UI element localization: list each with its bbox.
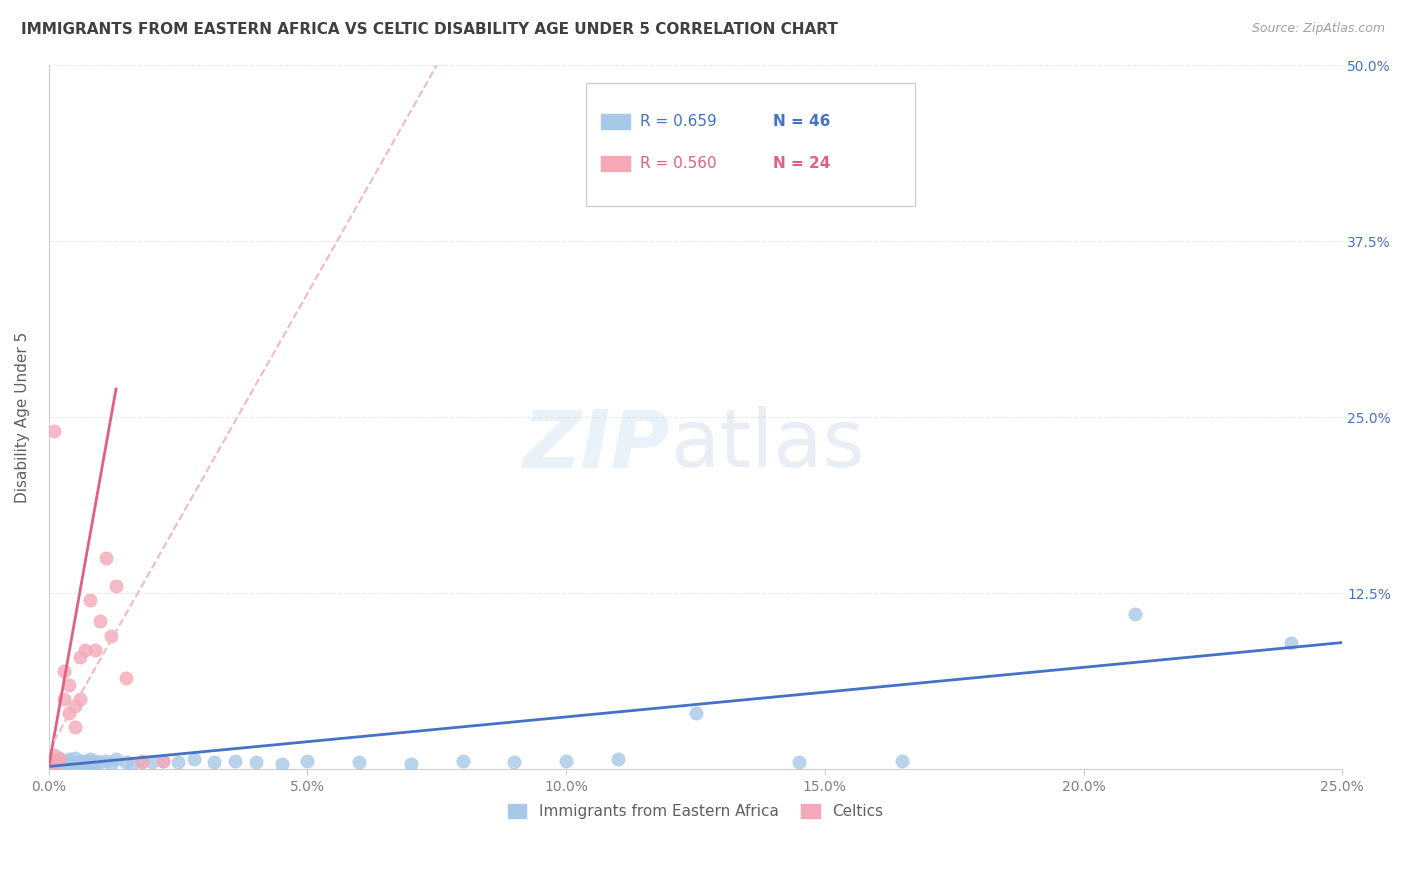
Point bbox=[48, 756, 70, 770]
Point bbox=[63, 756, 86, 770]
Point bbox=[69, 756, 91, 771]
Point bbox=[555, 754, 578, 768]
Point bbox=[53, 664, 76, 678]
FancyBboxPatch shape bbox=[602, 113, 630, 129]
Point bbox=[69, 649, 91, 664]
Point bbox=[58, 756, 80, 771]
Point bbox=[69, 692, 91, 706]
Point bbox=[79, 752, 101, 766]
Text: R = 0.659: R = 0.659 bbox=[640, 114, 717, 129]
Point bbox=[53, 692, 76, 706]
Point bbox=[48, 752, 70, 766]
FancyBboxPatch shape bbox=[585, 83, 915, 206]
Point bbox=[53, 754, 76, 768]
Text: atlas: atlas bbox=[669, 407, 865, 484]
FancyBboxPatch shape bbox=[602, 156, 630, 171]
Point bbox=[1123, 607, 1146, 622]
Point bbox=[131, 754, 153, 768]
Point bbox=[115, 671, 138, 685]
Point bbox=[42, 754, 65, 768]
Point bbox=[63, 698, 86, 713]
Point bbox=[73, 754, 96, 768]
Point bbox=[84, 754, 107, 768]
Point bbox=[787, 756, 810, 770]
Point bbox=[685, 706, 707, 720]
Point bbox=[152, 754, 174, 768]
Point bbox=[84, 642, 107, 657]
Point bbox=[399, 756, 422, 771]
Point bbox=[202, 756, 225, 770]
Point bbox=[79, 756, 101, 770]
Point bbox=[270, 756, 292, 771]
Point bbox=[121, 756, 143, 771]
Point bbox=[503, 756, 526, 770]
Point bbox=[152, 754, 174, 768]
Point bbox=[183, 752, 205, 766]
Point bbox=[606, 752, 628, 766]
Point bbox=[53, 756, 76, 771]
Point bbox=[105, 752, 128, 766]
Point bbox=[94, 551, 117, 566]
Point bbox=[73, 642, 96, 657]
Point bbox=[105, 579, 128, 593]
Y-axis label: Disability Age Under 5: Disability Age Under 5 bbox=[15, 332, 30, 503]
Point bbox=[131, 756, 153, 770]
Point bbox=[63, 720, 86, 734]
Text: ZIP: ZIP bbox=[522, 407, 669, 484]
Text: N = 24: N = 24 bbox=[773, 156, 831, 171]
Point bbox=[94, 754, 117, 768]
Point bbox=[42, 754, 65, 768]
Point bbox=[79, 593, 101, 607]
Legend: Immigrants from Eastern Africa, Celtics: Immigrants from Eastern Africa, Celtics bbox=[502, 797, 889, 825]
Text: N = 46: N = 46 bbox=[773, 114, 831, 129]
Point bbox=[100, 628, 122, 642]
Point bbox=[167, 756, 190, 770]
Point bbox=[58, 678, 80, 692]
Point bbox=[58, 756, 80, 770]
Point bbox=[42, 748, 65, 763]
Point bbox=[48, 751, 70, 765]
Point bbox=[58, 752, 80, 766]
Point bbox=[84, 756, 107, 771]
Point bbox=[451, 754, 474, 768]
Point bbox=[89, 756, 111, 770]
Point bbox=[42, 425, 65, 439]
Point bbox=[89, 615, 111, 629]
Point bbox=[297, 754, 319, 768]
Point bbox=[48, 754, 70, 768]
Point bbox=[347, 756, 370, 770]
Point bbox=[245, 756, 267, 770]
Point bbox=[42, 756, 65, 771]
Point bbox=[141, 756, 163, 770]
Point bbox=[891, 754, 914, 768]
Point bbox=[1279, 635, 1302, 649]
Point bbox=[100, 756, 122, 771]
Point bbox=[69, 754, 91, 768]
Point bbox=[63, 751, 86, 765]
Point bbox=[58, 706, 80, 720]
Point bbox=[224, 754, 246, 768]
Text: IMMIGRANTS FROM EASTERN AFRICA VS CELTIC DISABILITY AGE UNDER 5 CORRELATION CHAR: IMMIGRANTS FROM EASTERN AFRICA VS CELTIC… bbox=[21, 22, 838, 37]
Text: Source: ZipAtlas.com: Source: ZipAtlas.com bbox=[1251, 22, 1385, 36]
Point bbox=[73, 756, 96, 771]
Text: R = 0.560: R = 0.560 bbox=[640, 156, 717, 171]
Point bbox=[115, 756, 138, 770]
Point bbox=[42, 756, 65, 771]
